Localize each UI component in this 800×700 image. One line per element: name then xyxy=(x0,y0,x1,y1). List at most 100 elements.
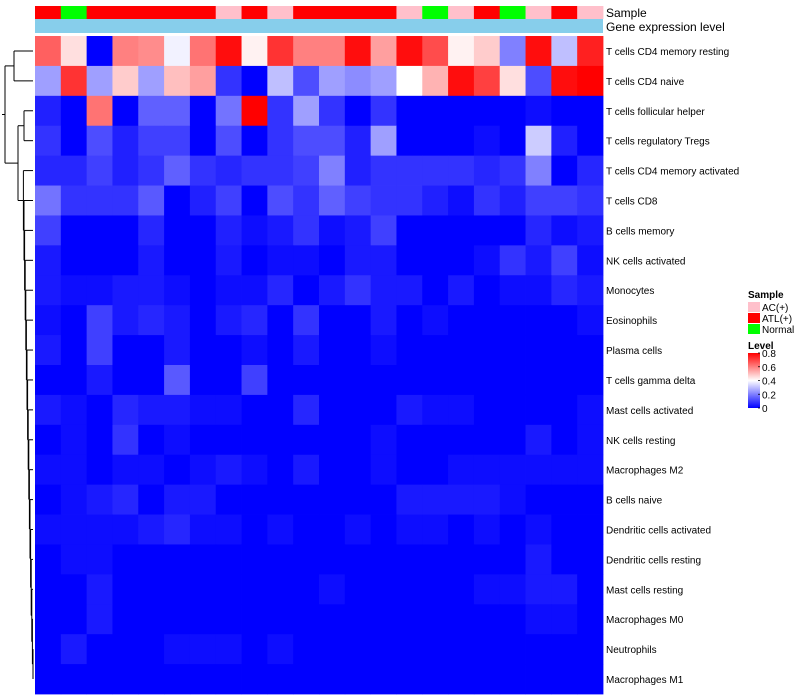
heatmap-cell xyxy=(473,514,501,545)
heatmap-cell xyxy=(499,394,526,426)
heatmap-cell xyxy=(577,454,604,486)
heatmap-cell xyxy=(267,394,294,426)
heatmap-cell xyxy=(525,514,552,545)
heatmap-cell xyxy=(448,215,475,246)
heatmap-cell xyxy=(422,394,449,426)
heatmap-cell xyxy=(448,604,475,635)
heatmap-cell xyxy=(35,574,62,605)
heatmap-cell xyxy=(86,245,113,276)
heatmap-cell xyxy=(525,185,552,216)
heatmap-cell xyxy=(577,245,604,276)
heatmap-cell xyxy=(138,544,165,575)
sample-annotation-cell xyxy=(60,6,88,19)
heatmap-cell xyxy=(164,454,191,486)
heatmap-cell xyxy=(35,365,62,396)
heatmap-cell xyxy=(370,394,397,426)
heatmap-cell xyxy=(525,484,552,515)
heatmap-cell xyxy=(112,484,139,515)
heatmap-cell xyxy=(86,544,113,575)
sample-legend-label: ATL(+) xyxy=(762,314,792,325)
heatmap-cell xyxy=(60,65,88,97)
heatmap-cell xyxy=(473,36,501,67)
heatmap-cell xyxy=(215,335,242,366)
heatmap-cell xyxy=(473,215,501,246)
heatmap-cell xyxy=(319,454,346,486)
heatmap-cell xyxy=(525,574,552,605)
heatmap-cell xyxy=(396,275,423,306)
heatmap-cell xyxy=(370,245,397,276)
heatmap-cell xyxy=(189,365,217,396)
heatmap-cell xyxy=(215,424,242,456)
heatmap-cell xyxy=(499,215,526,246)
heatmap-cell xyxy=(60,544,88,575)
heatmap-cell xyxy=(344,514,372,545)
heatmap-cell xyxy=(293,394,320,426)
heatmap-cell xyxy=(319,634,346,665)
row-label: B cells naive xyxy=(606,496,663,507)
heatmap-cell xyxy=(189,335,217,366)
level-legend-title: Level xyxy=(748,341,774,352)
heatmap-cell xyxy=(448,335,475,366)
heatmap-cell xyxy=(396,365,423,396)
heatmap-cell xyxy=(138,36,165,67)
heatmap-cell xyxy=(267,275,294,306)
heatmap-cell xyxy=(189,36,217,67)
heatmap-cell xyxy=(319,125,346,157)
heatmap-cell xyxy=(267,574,294,605)
heatmap-cell xyxy=(112,155,139,186)
heatmap-cell xyxy=(112,65,139,97)
heatmap-cell xyxy=(215,634,242,665)
level-colorbar xyxy=(748,353,760,408)
heatmap-cell xyxy=(396,484,423,515)
heatmap-cell xyxy=(319,155,346,186)
heatmap-cell xyxy=(241,604,268,635)
sample-legend-title: Sample xyxy=(748,290,784,301)
heatmap-cell xyxy=(396,544,423,575)
level-tick-label: 0.4 xyxy=(762,377,776,388)
heatmap-cell xyxy=(396,305,423,336)
heatmap-cell xyxy=(138,155,165,186)
heatmap-cell xyxy=(189,484,217,515)
heatmap-cell xyxy=(551,574,578,605)
heatmap-cell xyxy=(577,574,604,605)
heatmap-cell xyxy=(267,36,294,67)
heatmap-cell xyxy=(396,36,423,67)
heatmap-cell xyxy=(551,544,578,575)
heatmap-cell xyxy=(344,65,372,97)
level-legend: Level 0.8 0.6 0.4 0.2 0 xyxy=(748,341,776,415)
heatmap-cell xyxy=(473,634,501,665)
heatmap-cell xyxy=(396,604,423,635)
heatmap-cell xyxy=(60,125,88,157)
sample-annotation-cell xyxy=(577,6,604,19)
heatmap-cell xyxy=(525,215,552,246)
heatmap-cell xyxy=(499,544,526,575)
heatmap-cell xyxy=(267,365,294,396)
heatmap-cell xyxy=(422,155,449,186)
heatmap-cell xyxy=(344,155,372,186)
heatmap-cell xyxy=(60,664,88,695)
heatmap-cell xyxy=(164,514,191,545)
heatmap-cell xyxy=(60,604,88,635)
heatmap-cell xyxy=(473,125,501,157)
heatmap-cell xyxy=(577,335,604,366)
heatmap-cell xyxy=(473,65,501,97)
heatmap-cell xyxy=(319,424,346,456)
heatmap-cell xyxy=(241,544,268,575)
heatmap-cell xyxy=(448,454,475,486)
heatmap-cell xyxy=(293,155,320,186)
heatmap-cell xyxy=(499,185,526,216)
heatmap-cell xyxy=(396,514,423,545)
heatmap-cell xyxy=(189,424,217,456)
heatmap-cell xyxy=(189,634,217,665)
heatmap-cell xyxy=(138,454,165,486)
heatmap-cell xyxy=(164,365,191,396)
heatmap-cell xyxy=(551,125,578,157)
heatmap-cell xyxy=(396,185,423,216)
heatmap-cell xyxy=(473,544,501,575)
heatmap-cell xyxy=(448,574,475,605)
heatmap-cell xyxy=(60,484,88,515)
heatmap-cell xyxy=(112,365,139,396)
sample-annotation-cell xyxy=(473,6,501,19)
row-label: Plasma cells xyxy=(606,346,662,357)
